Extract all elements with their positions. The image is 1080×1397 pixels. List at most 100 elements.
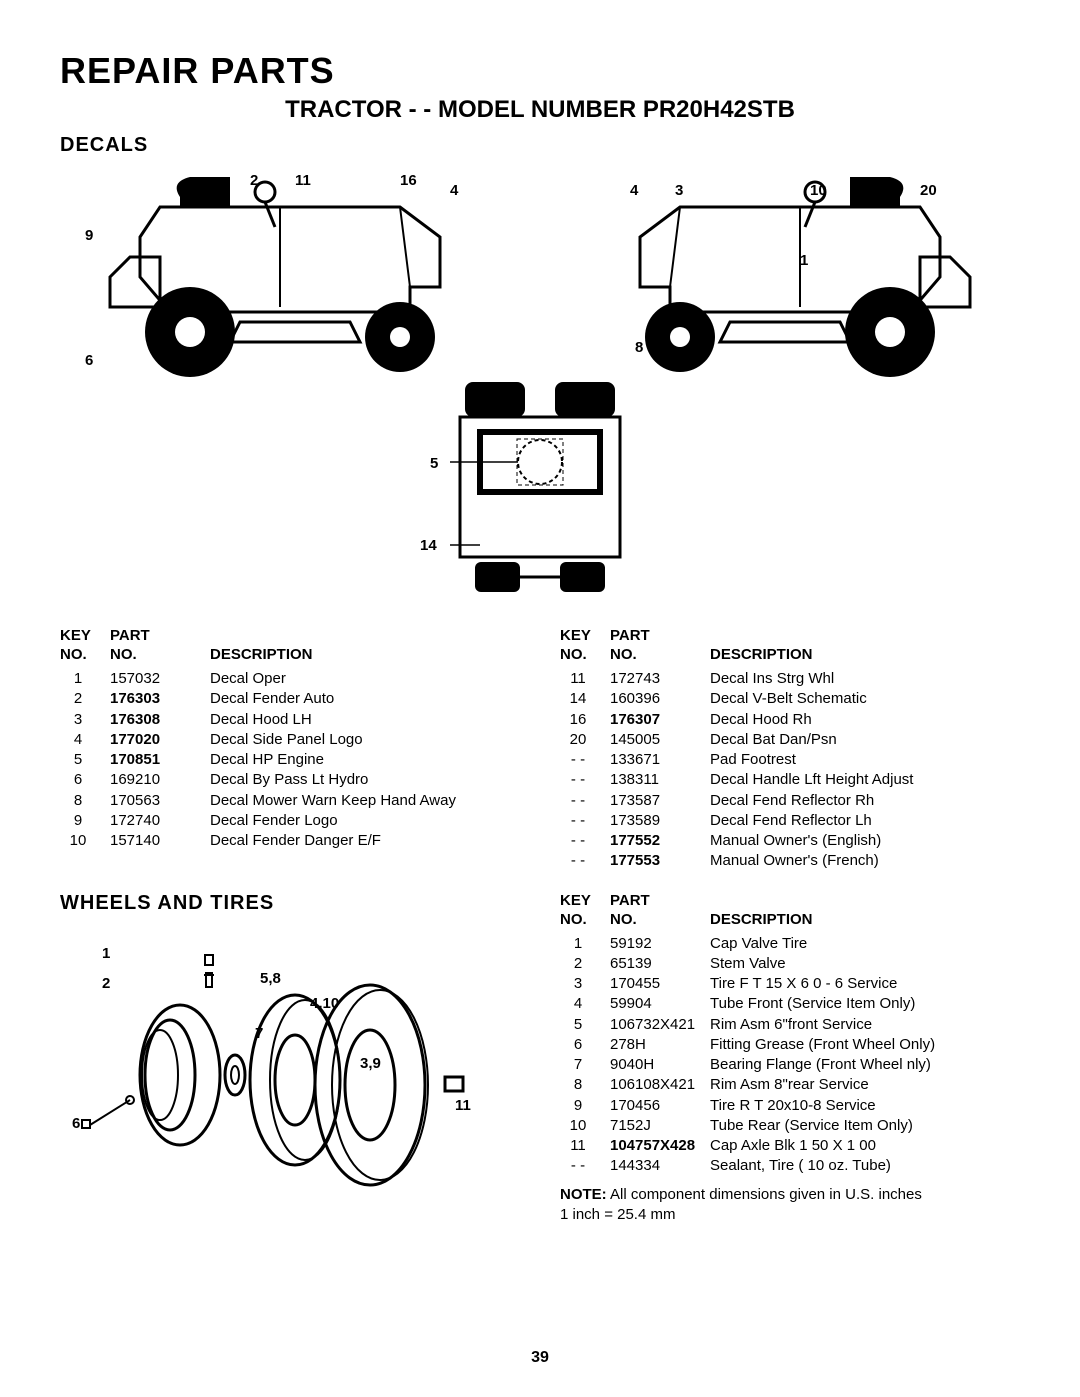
table-row: - -138311Decal Handle Lft Height Adjust — [560, 770, 1020, 790]
callout: 2 — [865, 182, 873, 199]
cell-key: 4 — [560, 994, 610, 1014]
cell-desc: Tire R T 20x10-8 Service — [710, 1096, 1020, 1116]
cell-part: 172740 — [110, 811, 210, 831]
table-row: 5170851Decal HP Engine — [60, 750, 520, 770]
cell-desc: Decal Oper — [210, 669, 520, 689]
table-row: 9172740Decal Fender Logo — [60, 811, 520, 831]
cell-desc: Manual Owner's (English) — [710, 831, 1020, 851]
decals-tables: KEY PART NO. NO. DESCRIPTION 1157032Deca… — [60, 627, 1020, 872]
table-row: 6169210Decal By Pass Lt Hydro — [60, 770, 520, 790]
table-row: 1157032Decal Oper — [60, 669, 520, 689]
cell-key: 3 — [60, 710, 110, 730]
cell-key: 3 — [560, 974, 610, 994]
th-no: NO. — [60, 646, 110, 663]
cell-key: - - — [560, 1156, 610, 1176]
callout: 5 — [430, 455, 438, 472]
note: NOTE: All component dimensions given in … — [560, 1185, 1020, 1226]
callout: 6 — [72, 1115, 80, 1132]
table-row: - -177552Manual Owner's (English) — [560, 831, 1020, 851]
th-no: NO. — [560, 911, 610, 928]
cell-desc: Cap Valve Tire — [710, 934, 1020, 954]
cell-desc: Cap Axle Blk 1 50 X 1 00 — [710, 1136, 1020, 1156]
cell-part: 59904 — [610, 994, 710, 1014]
callout: 6 — [85, 352, 93, 369]
table-row: - -177553Manual Owner's (French) — [560, 851, 1020, 871]
tractor-top-view: 8 5 14 — [390, 377, 690, 612]
cell-key: 9 — [560, 1096, 610, 1116]
cell-desc: Rim Asm 8"rear Service — [710, 1075, 1020, 1095]
callout: 2 — [102, 975, 110, 992]
cell-key: 8 — [60, 791, 110, 811]
cell-part: 173587 — [610, 791, 710, 811]
th-no2: NO. — [610, 911, 710, 928]
cell-desc: Tire F T 15 X 6 0 - 6 Service — [710, 974, 1020, 994]
cell-desc: Decal HP Engine — [210, 750, 520, 770]
th-desc: DESCRIPTION — [710, 646, 1020, 663]
table-row: 79040HBearing Flange (Front Wheel nly) — [560, 1055, 1020, 1075]
cell-key: 10 — [60, 831, 110, 851]
callout: 10 — [810, 182, 827, 199]
cell-key: - - — [560, 831, 610, 851]
tractor-right-view: 4 3 10 2 20 1 — [600, 177, 980, 382]
callout: 9 — [85, 227, 93, 244]
callout: 1 — [800, 252, 808, 269]
table-row: 11104757X428Cap Axle Blk 1 50 X 1 00 — [560, 1136, 1020, 1156]
callout: 3 — [675, 182, 683, 199]
cell-part: 170563 — [110, 791, 210, 811]
cell-key: 10 — [560, 1116, 610, 1136]
cell-key: 6 — [60, 770, 110, 790]
table-row: 159192Cap Valve Tire — [560, 934, 1020, 954]
cell-desc: Bearing Flange (Front Wheel nly) — [710, 1055, 1020, 1075]
decals-diagram: 2 11 16 4 9 6 4 3 10 2 — [60, 167, 1020, 607]
th-key: KEY — [560, 892, 610, 909]
table-row: - -173589Decal Fend Reflector Lh — [560, 811, 1020, 831]
table-row: 14160396Decal V-Belt Schematic — [560, 689, 1020, 709]
cell-desc: Decal By Pass Lt Hydro — [210, 770, 520, 790]
cell-part: 177553 — [610, 851, 710, 871]
th-part: PART — [610, 627, 710, 644]
th-no2: NO. — [610, 646, 710, 663]
cell-part: 177552 — [610, 831, 710, 851]
cell-part: 177020 — [110, 730, 210, 750]
subtitle: TRACTOR - - MODEL NUMBER PR20H42STB — [60, 96, 1020, 124]
callout: 4,10 — [310, 995, 339, 1012]
table-row: 6278HFitting Grease (Front Wheel Only) — [560, 1035, 1020, 1055]
wheels-title: WHEELS AND TIRES — [60, 892, 520, 915]
th-key: KEY — [60, 627, 110, 644]
cell-desc: Stem Valve — [710, 954, 1020, 974]
cell-desc: Decal Bat Dan/Psn — [710, 730, 1020, 750]
table-row: 265139Stem Valve — [560, 954, 1020, 974]
cell-key: 5 — [560, 1015, 610, 1035]
cell-part: 144334 — [610, 1156, 710, 1176]
cell-key: 5 — [60, 750, 110, 770]
cell-key: 2 — [560, 954, 610, 974]
cell-key: 11 — [560, 669, 610, 689]
cell-key: - - — [560, 791, 610, 811]
cell-part: 160396 — [610, 689, 710, 709]
callout: 20 — [920, 182, 937, 199]
table-row: - -144334Sealant, Tire ( 10 oz. Tube) — [560, 1156, 1020, 1176]
cell-part: 157032 — [110, 669, 210, 689]
cell-key: 4 — [60, 730, 110, 750]
page-number: 39 — [531, 1349, 549, 1367]
cell-part: 157140 — [110, 831, 210, 851]
cell-part: 138311 — [610, 770, 710, 790]
cell-desc: Decal Side Panel Logo — [210, 730, 520, 750]
cell-key: - - — [560, 851, 610, 871]
table-row: 16176307Decal Hood Rh — [560, 710, 1020, 730]
cell-part: 169210 — [110, 770, 210, 790]
cell-part: 59192 — [610, 934, 710, 954]
table-row: 3176308Decal Hood LH — [60, 710, 520, 730]
table-row: 20145005Decal Bat Dan/Psn — [560, 730, 1020, 750]
cell-part: 9040H — [610, 1055, 710, 1075]
cell-part: 170851 — [110, 750, 210, 770]
table-row: 107152JTube Rear (Service Item Only) — [560, 1116, 1020, 1136]
table-row: 3170455Tire F T 15 X 6 0 - 6 Service — [560, 974, 1020, 994]
cell-desc: Decal Fender Danger E/F — [210, 831, 520, 851]
cell-key: 2 — [60, 689, 110, 709]
cell-key: - - — [560, 750, 610, 770]
table-row: 8170563Decal Mower Warn Keep Hand Away — [60, 791, 520, 811]
callout: 4 — [630, 182, 638, 199]
cell-key: - - — [560, 811, 610, 831]
th-part: PART — [110, 627, 210, 644]
